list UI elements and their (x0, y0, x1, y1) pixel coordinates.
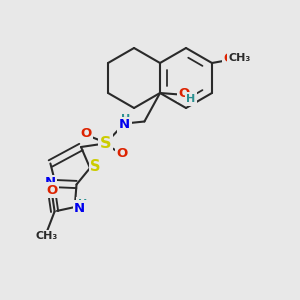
Text: N: N (118, 118, 130, 131)
Text: O: O (46, 184, 57, 197)
Text: H: H (78, 199, 87, 209)
Text: O: O (116, 147, 128, 160)
Text: O: O (80, 127, 92, 140)
Text: N: N (44, 176, 56, 190)
Text: CH₃: CH₃ (229, 52, 251, 63)
Text: N: N (74, 202, 85, 215)
Text: S: S (100, 136, 111, 151)
Text: O: O (178, 87, 190, 100)
Text: CH₃: CH₃ (35, 231, 58, 242)
Text: H: H (121, 113, 130, 124)
Text: S: S (90, 159, 101, 174)
Text: H: H (186, 94, 196, 104)
Text: O: O (224, 52, 235, 65)
